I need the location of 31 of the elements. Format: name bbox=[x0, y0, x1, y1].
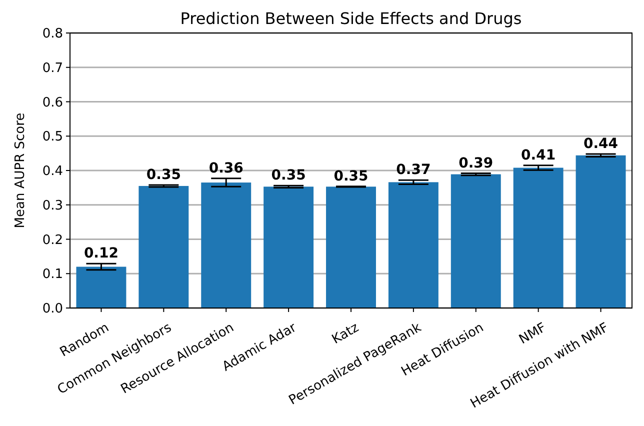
data-label: 0.39 bbox=[458, 155, 494, 172]
y-tick-label: 0.0 bbox=[42, 302, 63, 317]
y-axis-title: Mean AUPR Score bbox=[13, 112, 28, 228]
bar bbox=[450, 174, 501, 308]
bar bbox=[201, 182, 252, 308]
data-label: 0.35 bbox=[334, 168, 368, 184]
y-tick-label: 0.4 bbox=[42, 164, 63, 180]
y-tick-label: 0.8 bbox=[42, 26, 63, 42]
bar bbox=[264, 186, 314, 308]
data-label: 0.12 bbox=[84, 246, 118, 262]
y-tick-label: 0.1 bbox=[42, 267, 63, 282]
bar bbox=[326, 186, 376, 308]
y-tick-label: 0.2 bbox=[42, 232, 63, 248]
y-tick-label: 0.6 bbox=[42, 95, 63, 110]
x-tick-label: Katz bbox=[330, 320, 362, 348]
chart-title: Prediction Between Side Effects and Drugs bbox=[180, 9, 522, 28]
data-label: 0.44 bbox=[584, 136, 618, 152]
data-label: 0.41 bbox=[521, 147, 556, 164]
bar bbox=[513, 168, 564, 308]
y-tick-label: 0.7 bbox=[42, 60, 63, 76]
data-label: 0.36 bbox=[208, 160, 244, 176]
bar bbox=[576, 155, 626, 308]
bar bbox=[76, 266, 126, 308]
y-tick-label: 0.3 bbox=[42, 198, 63, 214]
data-label: 0.35 bbox=[271, 168, 306, 184]
bar bbox=[388, 182, 438, 308]
bar bbox=[138, 186, 189, 308]
y-tick-label: 0.5 bbox=[42, 130, 63, 145]
data-label: 0.35 bbox=[146, 166, 181, 183]
x-tick-label: NMF bbox=[516, 320, 549, 348]
data-label: 0.37 bbox=[396, 162, 431, 178]
